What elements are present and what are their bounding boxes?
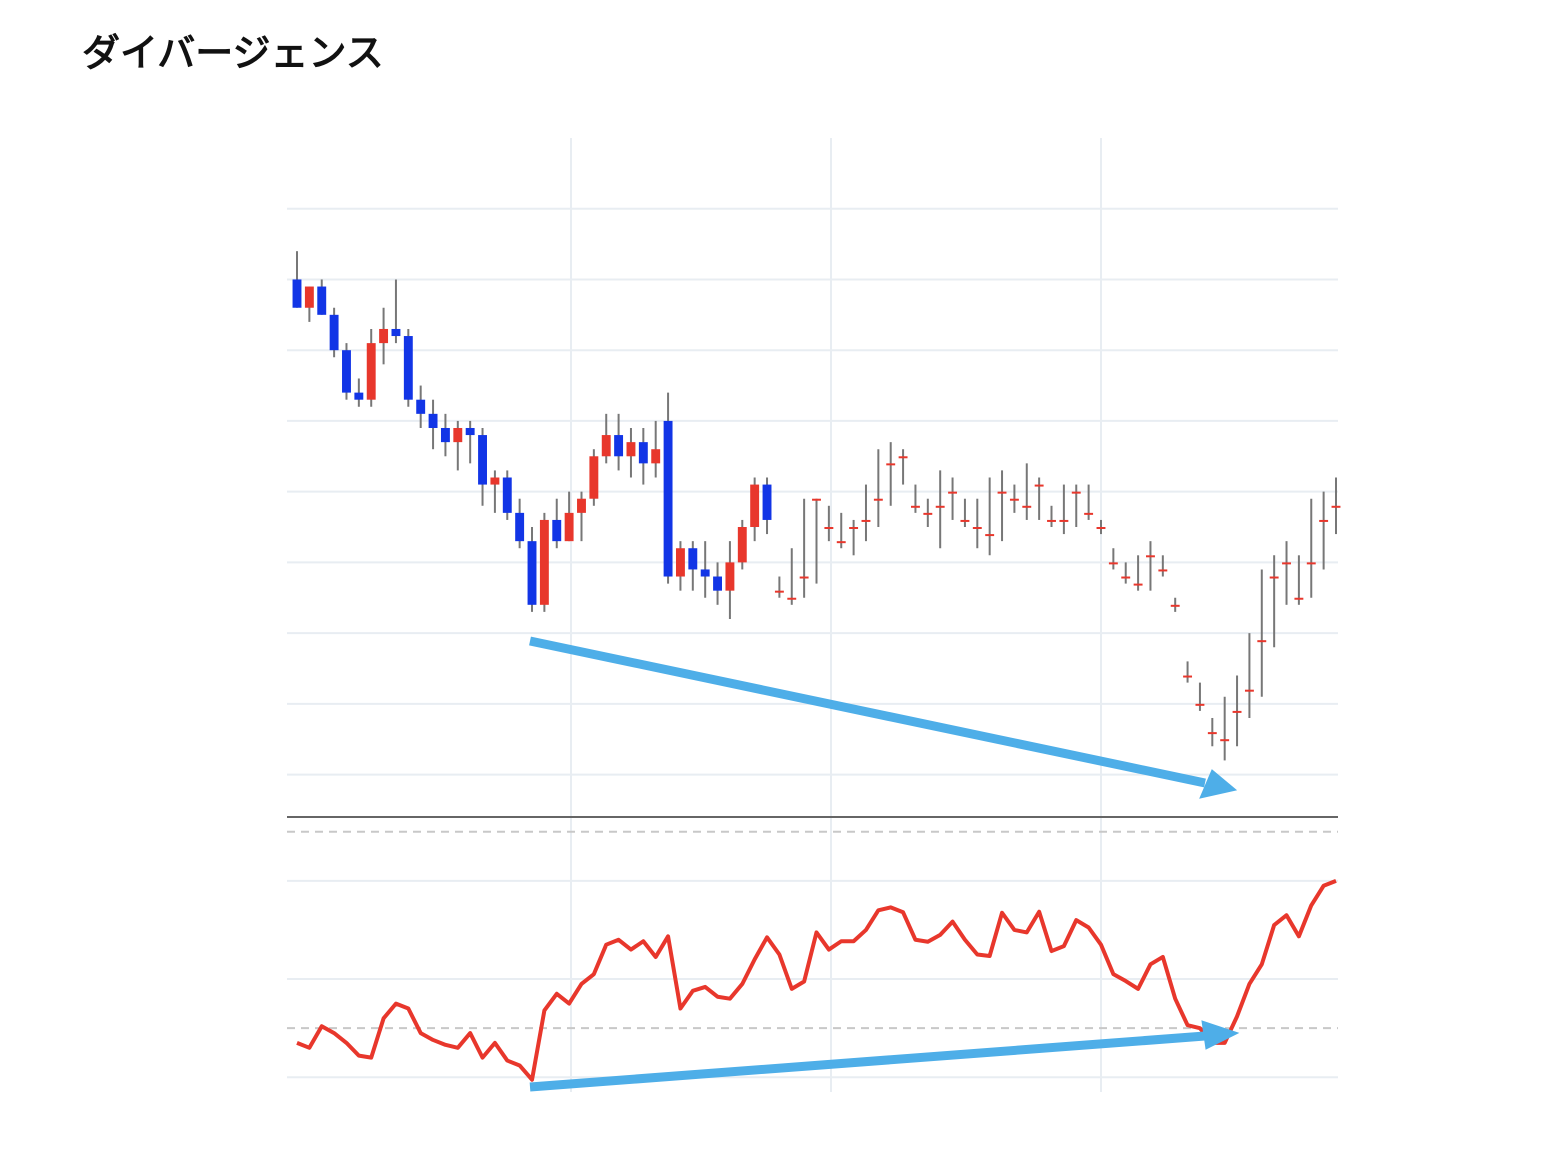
- candle-body: [1108, 562, 1118, 565]
- candle-body: [1195, 703, 1205, 706]
- candle-body: [737, 527, 747, 563]
- candle-body: [1133, 583, 1143, 586]
- candle-body: [626, 442, 636, 457]
- candle-body: [898, 456, 908, 459]
- candle-body: [292, 279, 302, 308]
- candle-body: [923, 512, 933, 515]
- candle-body: [824, 527, 834, 530]
- candle-body: [379, 328, 389, 344]
- candle-body: [849, 527, 859, 530]
- chart-title: ダイバージェンス: [82, 31, 384, 75]
- candle-body: [861, 519, 871, 522]
- candle-body: [688, 548, 698, 570]
- candle-body: [948, 491, 958, 494]
- candle-body: [1244, 689, 1254, 692]
- candle-body: [960, 519, 970, 522]
- candle-body: [725, 562, 735, 591]
- candle-body: [1170, 604, 1180, 607]
- candle-body: [490, 477, 500, 485]
- candle-body: [638, 442, 648, 464]
- candle-body: [812, 498, 821, 501]
- candle-body: [1158, 569, 1168, 572]
- candle-body: [366, 343, 376, 400]
- candle-body: [1071, 491, 1081, 494]
- candle-body: [391, 328, 401, 337]
- candle-body: [428, 413, 438, 428]
- candle-body: [440, 427, 450, 443]
- candle-body: [1121, 576, 1131, 579]
- candle-body: [317, 286, 327, 315]
- candle-body: [453, 427, 463, 443]
- arrow-head: [1201, 1020, 1240, 1050]
- candle-body: [774, 590, 784, 593]
- candle-body: [799, 576, 809, 579]
- candle-body: [1034, 484, 1044, 487]
- candle-body: [564, 512, 574, 542]
- candle-body: [762, 484, 772, 520]
- candle-body: [1306, 562, 1316, 565]
- candle-body: [1331, 505, 1341, 508]
- candle-body: [1022, 505, 1032, 508]
- candle-body: [873, 498, 883, 501]
- candle-body: [465, 427, 475, 436]
- candle-body: [836, 541, 846, 544]
- candle-body: [1096, 527, 1106, 530]
- candle-body: [1257, 640, 1267, 643]
- candle-body: [675, 548, 685, 577]
- candle-body: [935, 505, 945, 508]
- candle-body: [1183, 675, 1193, 678]
- candle-body: [1084, 512, 1094, 515]
- candle-body: [1146, 555, 1155, 558]
- candle-body: [997, 491, 1007, 494]
- candle-body: [663, 420, 673, 577]
- candle-body: [1009, 498, 1019, 501]
- plot-layer: [287, 207, 1341, 1082]
- candle-body: [1047, 519, 1056, 522]
- candle-body: [304, 286, 314, 308]
- candle-body: [416, 399, 426, 414]
- candle-body: [539, 519, 549, 605]
- candle-body: [787, 597, 797, 600]
- candle-body: [329, 314, 339, 351]
- candle-body: [614, 435, 624, 457]
- candle-body: [1232, 710, 1242, 713]
- candle-body: [515, 512, 525, 542]
- candle-body: [1220, 739, 1230, 742]
- arrow-head: [1199, 769, 1238, 799]
- candle-body: [1059, 519, 1069, 522]
- candle-body: [651, 449, 661, 464]
- candle-body: [527, 541, 537, 605]
- candle-body: [910, 505, 920, 508]
- candle-body: [1282, 562, 1291, 565]
- candle-body: [589, 456, 599, 499]
- candle-body: [577, 498, 586, 513]
- candle-body: [700, 569, 710, 577]
- candle-body: [972, 527, 982, 530]
- oscillator-line: [296, 878, 1337, 1082]
- candle-body: [552, 519, 562, 542]
- arrow-shaft: [529, 636, 1206, 788]
- candle-body: [342, 350, 351, 393]
- candle-body: [886, 463, 896, 466]
- candle-body: [502, 477, 512, 513]
- candle-body: [403, 336, 413, 400]
- candle-body: [1319, 519, 1329, 522]
- candle-body: [1269, 576, 1279, 579]
- candle-body: [478, 435, 487, 485]
- candle-body: [713, 576, 723, 591]
- candle-body: [601, 435, 611, 457]
- candle-body: [1207, 732, 1217, 735]
- candle-body: [354, 392, 364, 400]
- arrows: [529, 636, 1240, 1092]
- candle-body: [985, 534, 995, 537]
- arrow-shaft: [529, 1031, 1206, 1092]
- candle-body: [750, 484, 760, 528]
- vertical-grid: [570, 138, 1102, 1092]
- candle-body: [1294, 597, 1304, 600]
